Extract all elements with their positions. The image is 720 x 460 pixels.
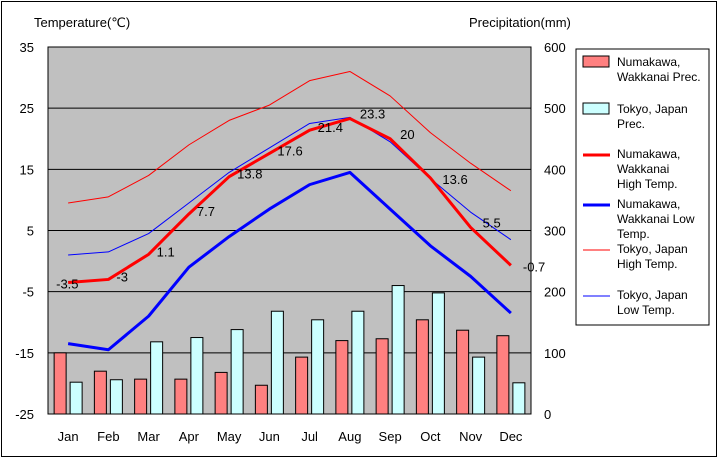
bar-tokyo_prec xyxy=(472,356,486,415)
data-label: 20 xyxy=(400,127,414,142)
left-tick-label: 5 xyxy=(27,224,34,239)
data-label: 5.5 xyxy=(483,215,501,230)
right-tick-label: 100 xyxy=(544,346,566,361)
legend-label: Tokyo, Japan xyxy=(617,288,688,302)
legend-label: Tokyo, Japan xyxy=(617,102,688,116)
bar-tokyo_prec xyxy=(190,337,204,415)
legend-label: Wakkanai Prec. xyxy=(617,70,701,84)
x-tick-label: Jul xyxy=(301,429,318,444)
left-tick-label: -5 xyxy=(22,285,34,300)
right-tick-label: 0 xyxy=(544,407,551,422)
data-label: 21.4 xyxy=(318,120,343,135)
legend-label: Prec. xyxy=(617,117,645,131)
right-tick-label: 600 xyxy=(544,40,566,55)
right-tick-label: 400 xyxy=(544,162,566,177)
legend-swatch-tokyo_prec xyxy=(582,102,610,115)
bar-tokyo_prec xyxy=(512,382,526,415)
bar-tokyo_prec xyxy=(391,285,405,415)
data-label: -3.5 xyxy=(56,276,78,291)
x-tick-label: Nov xyxy=(459,429,483,444)
bar-numakawa_prec xyxy=(174,378,188,415)
legend-label: Wakkanai Low xyxy=(617,212,695,226)
data-label: 13.6 xyxy=(442,172,467,187)
x-tick-label: Apr xyxy=(179,429,200,444)
right-tick-label: 200 xyxy=(544,285,566,300)
bar-numakawa_prec xyxy=(415,319,429,415)
x-tick-label: May xyxy=(217,429,242,444)
bar-tokyo_prec xyxy=(69,381,83,415)
data-label: 13.8 xyxy=(237,167,262,182)
left-tick-label: 15 xyxy=(20,162,34,177)
bar-numakawa_prec xyxy=(456,329,470,415)
x-tick-label: Jan xyxy=(58,429,79,444)
data-label: -0.7 xyxy=(523,259,545,274)
legend-label: Wakkanai xyxy=(617,162,669,176)
bar-tokyo_prec xyxy=(351,310,365,415)
bar-numakawa_prec xyxy=(335,340,349,415)
x-tick-label: Jun xyxy=(259,429,280,444)
line-numakawa_high xyxy=(68,117,512,284)
legend-label: High Temp. xyxy=(617,177,677,191)
data-label: 23.3 xyxy=(360,107,385,122)
legend-label: Numakawa, xyxy=(617,55,680,69)
x-tick-label: Sep xyxy=(379,429,402,444)
bar-tokyo_prec xyxy=(270,310,284,415)
bar-numakawa_prec xyxy=(295,356,309,415)
line-numakawa_low xyxy=(67,170,512,352)
left-axis-title: Temperature(℃) xyxy=(34,15,130,30)
left-tick-label: -25 xyxy=(15,407,34,422)
legend-swatch-numakawa_prec xyxy=(582,55,610,68)
x-tick-label: Oct xyxy=(420,429,441,444)
bar-tokyo_prec xyxy=(109,379,123,415)
bar-numakawa_prec xyxy=(254,384,268,415)
data-label: -3 xyxy=(116,269,128,284)
x-tick-label: Dec xyxy=(499,429,523,444)
legend-label: Low Temp. xyxy=(617,303,675,317)
x-tick-label: Feb xyxy=(97,429,119,444)
x-tick-label: Mar xyxy=(137,429,160,444)
bar-tokyo_prec xyxy=(230,329,244,415)
bar-numakawa_prec xyxy=(134,378,148,415)
left-tick-label: 35 xyxy=(20,40,34,55)
right-tick-label: 300 xyxy=(544,224,566,239)
x-tick-label: Aug xyxy=(338,429,361,444)
legend-label: Numakawa, xyxy=(617,197,680,211)
legend-label: Tokyo, Japan xyxy=(617,242,688,256)
data-label: 17.6 xyxy=(277,143,302,158)
right-tick-label: 500 xyxy=(544,101,566,116)
data-label: 1.1 xyxy=(157,244,175,259)
bar-numakawa_prec xyxy=(375,338,389,415)
left-tick-label: -15 xyxy=(15,346,34,361)
bar-numakawa_prec xyxy=(214,371,228,415)
line-tokyo_high xyxy=(68,70,512,204)
legend-box xyxy=(575,48,710,326)
bar-tokyo_prec xyxy=(150,341,164,415)
plot-border xyxy=(47,46,532,415)
legend-label: Numakawa, xyxy=(617,147,680,161)
legend-label: Temp. xyxy=(617,227,650,241)
data-label: 7.7 xyxy=(197,204,215,219)
bar-tokyo_prec xyxy=(431,292,445,415)
left-tick-label: 25 xyxy=(20,101,34,116)
bar-tokyo_prec xyxy=(311,319,325,415)
bar-numakawa_prec xyxy=(496,335,510,415)
bar-numakawa_prec xyxy=(93,370,107,415)
legend-label: High Temp. xyxy=(617,257,677,271)
bar-numakawa_prec xyxy=(53,352,67,415)
right-axis-title: Precipitation(mm) xyxy=(469,15,571,30)
